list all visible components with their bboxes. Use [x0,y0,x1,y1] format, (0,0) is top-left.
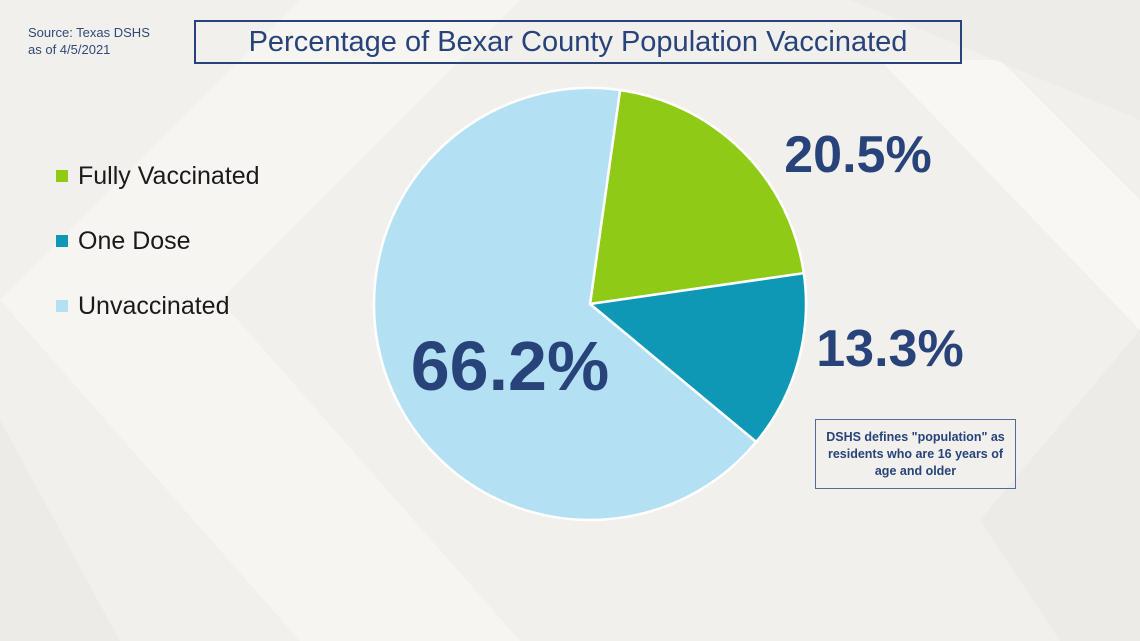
source-date: as of 4/5/2021 [28,42,111,57]
source-note: Source: Texas DSHS as of 4/5/2021 [28,24,150,58]
pie-slice-fully-vaccinated [588,88,806,306]
chart-legend: Fully Vaccinated One Dose Unvaccinated [56,158,260,353]
population-definition-note: DSHS defines "population" as residents w… [815,419,1016,489]
legend-label: One Dose [78,226,191,255]
source-line: Source: Texas DSHS [28,25,150,40]
pie-slice-unvaccinated [372,86,759,522]
legend-swatch-unvaccinated [56,300,68,312]
legend-label: Unvaccinated [78,291,230,320]
legend-item-unvaccinated: Unvaccinated [56,288,260,324]
legend-swatch-fully-vaccinated [56,170,68,182]
legend-label: Fully Vaccinated [78,161,260,190]
legend-item-fully-vaccinated: Fully Vaccinated [56,158,260,194]
data-label-one-dose: 13.3% [816,320,963,378]
legend-item-one-dose: One Dose [56,223,260,259]
legend-swatch-one-dose [56,235,68,247]
chart-title: Percentage of Bexar County Population Va… [248,25,908,58]
chart-title-box: Percentage of Bexar County Population Va… [194,20,962,64]
data-label-fully-vaccinated: 20.5% [784,126,931,184]
pie-slice-one-dose [587,271,808,444]
data-label-unvaccinated: 66.2% [411,327,609,405]
